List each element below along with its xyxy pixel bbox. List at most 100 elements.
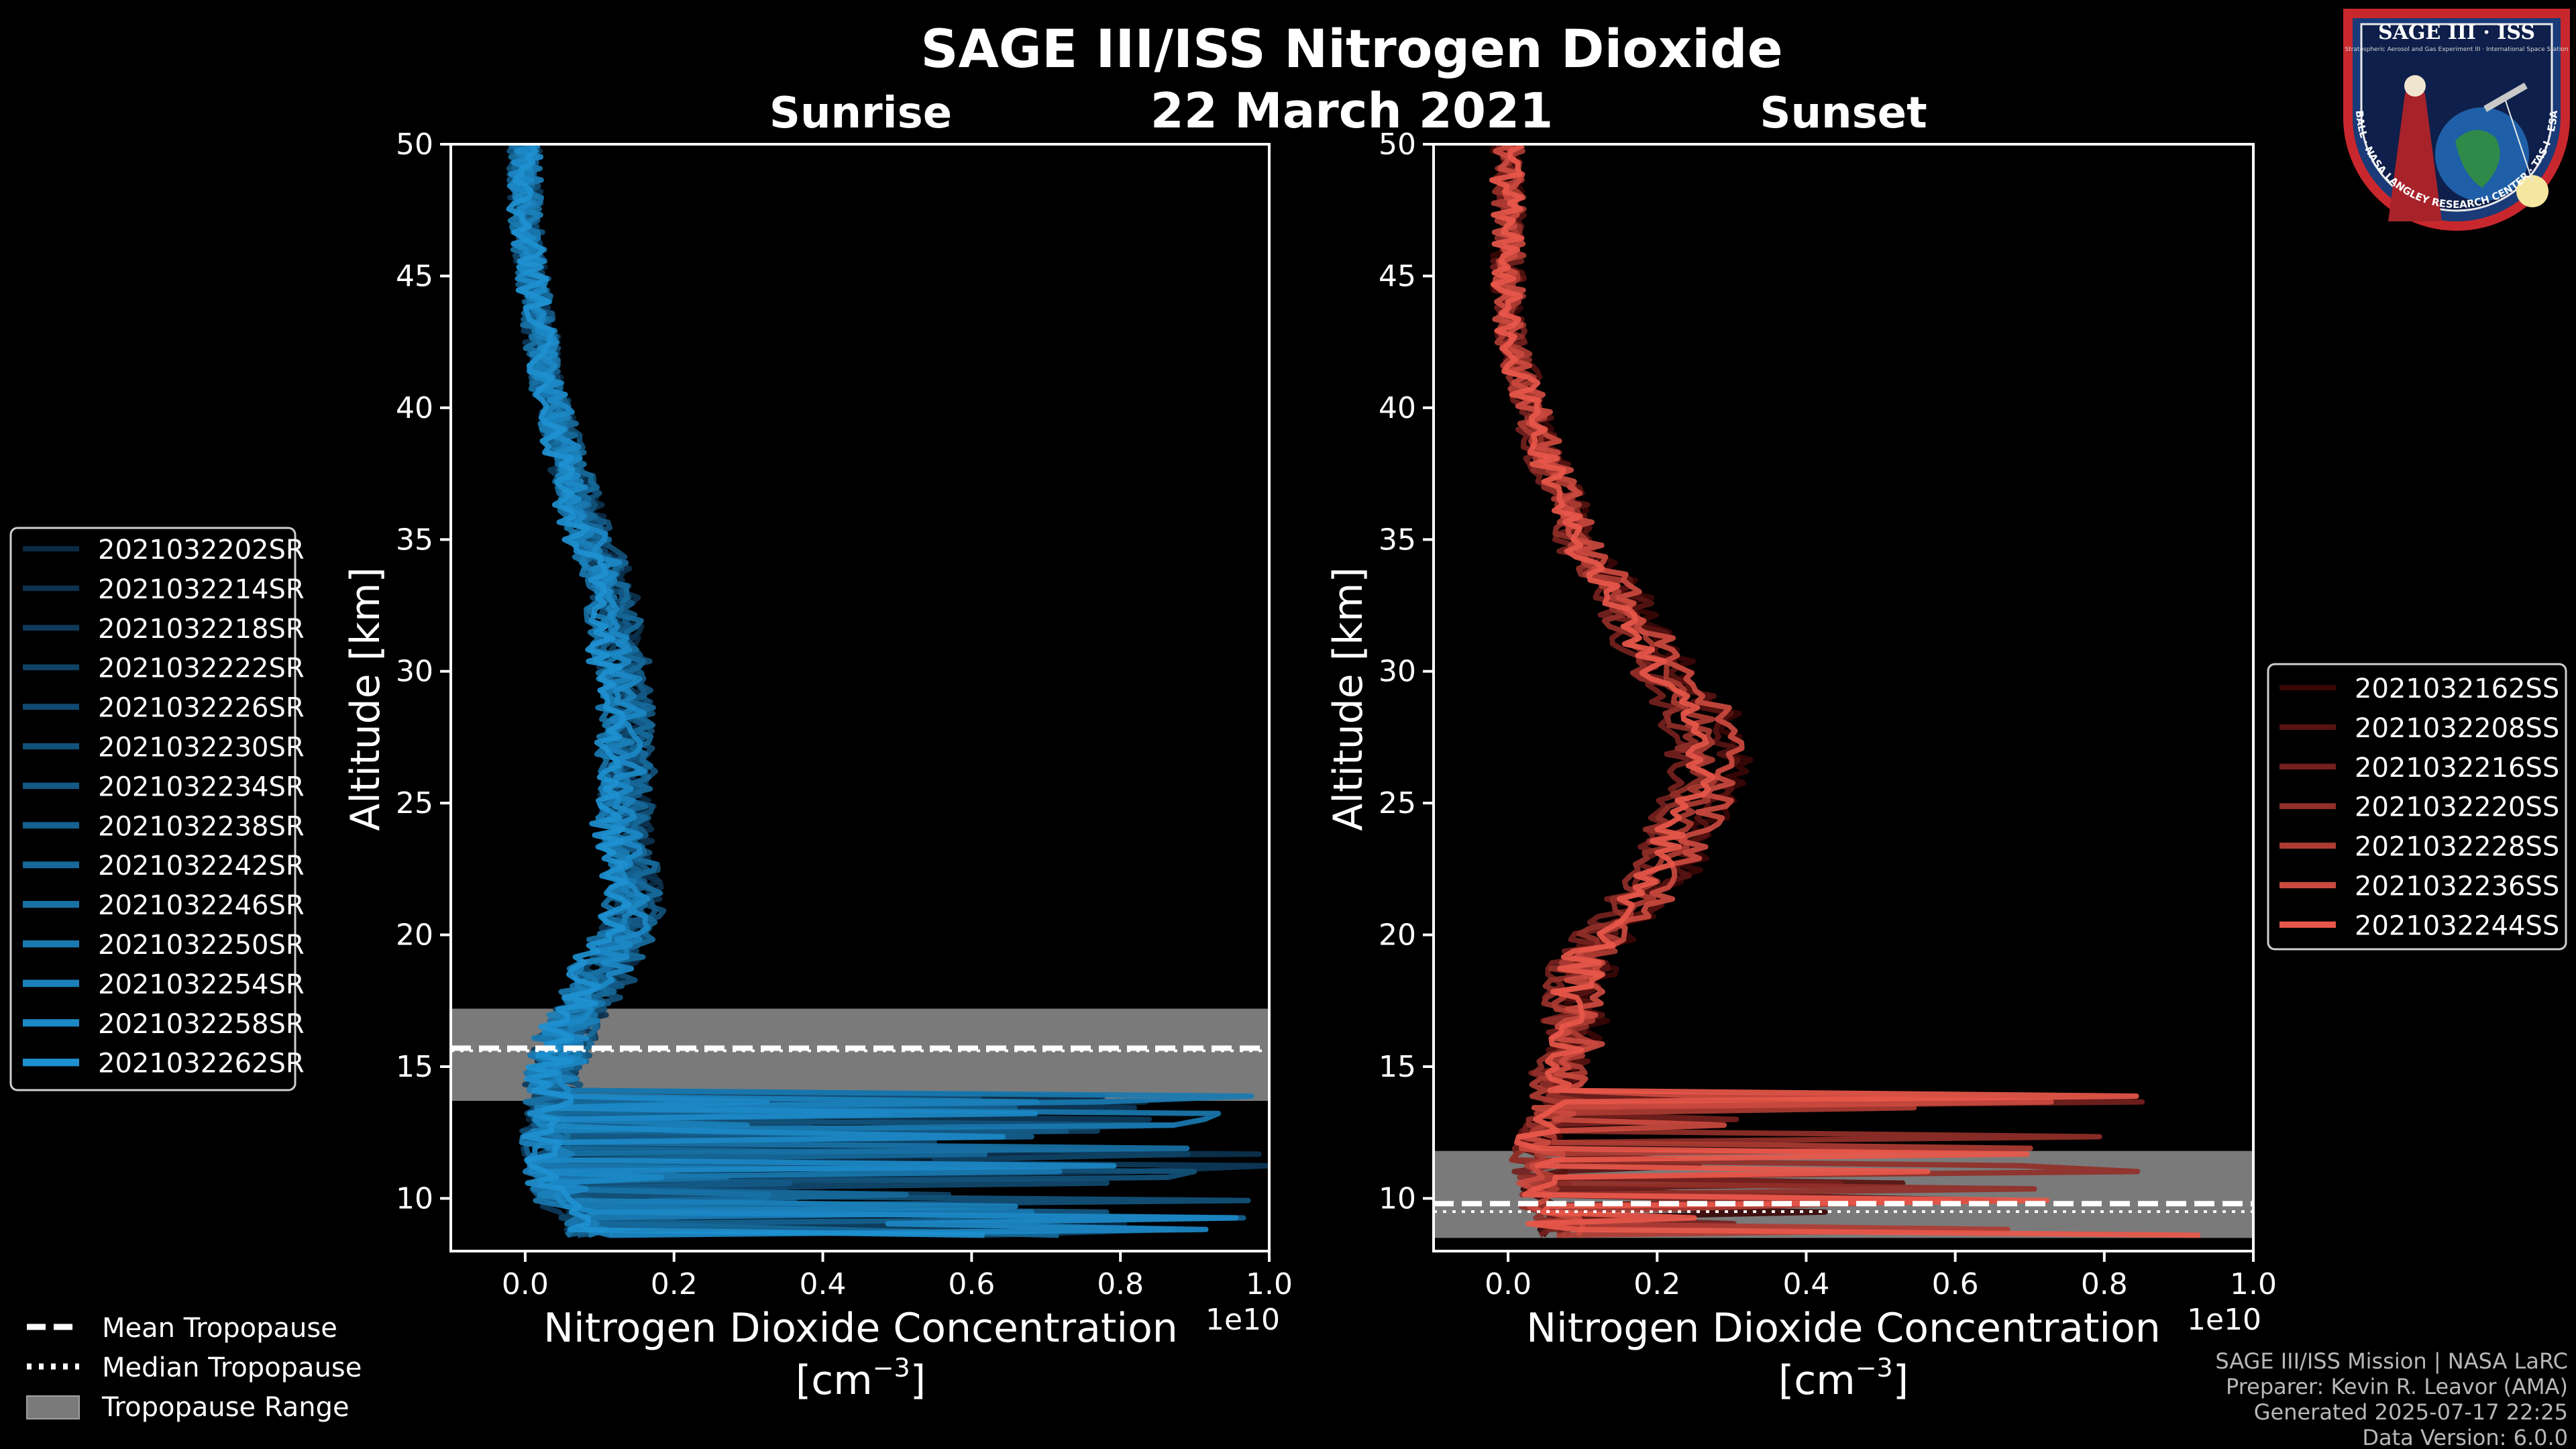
sunrise-x-tick-label: 1.0: [1246, 1267, 1293, 1301]
sunrise-y-tick-label: 25: [396, 786, 433, 820]
sunrise-x-tick-label: 0.6: [948, 1267, 995, 1301]
sunset-legend-label: 2021032162SS: [2355, 674, 2559, 704]
sunset-legend-label: 2021032228SS: [2355, 832, 2559, 863]
sunrise-legend-label: 2021032246SR: [98, 890, 305, 921]
sunset-x-tick-label: 1.0: [2230, 1267, 2277, 1301]
sunrise-legend-label: 2021032218SR: [98, 614, 305, 645]
sunrise-y-tick-label: 50: [396, 127, 433, 162]
tropopause-range-label: Tropopause Range: [101, 1392, 350, 1423]
sunset-legend-label: 2021032236SS: [2355, 871, 2559, 902]
sunrise-legend-label: 2021032238SR: [98, 811, 305, 842]
sunset-y-tick-label: 35: [1379, 523, 1416, 557]
logo-moon-icon: [2516, 175, 2548, 207]
logo-top-text: SAGE III · ISS: [2378, 21, 2535, 44]
sunrise-legend-label: 2021032258SR: [98, 1009, 305, 1040]
sunrise-x-tick-label: 0.4: [800, 1267, 847, 1301]
sunrise-x-tick-label: 0.8: [1097, 1267, 1144, 1301]
sunrise-legend-label: 2021032214SR: [98, 574, 305, 605]
sunrise-legend-label: 2021032234SR: [98, 771, 305, 802]
footer-line4: Data Version: 6.0.0: [2362, 1425, 2568, 1449]
sunrise-y-tick-label: 15: [396, 1050, 433, 1084]
sunset-x-tick-label: 0.4: [1782, 1267, 1829, 1301]
sunset-xlabel-line2: [cm−3]: [1778, 1353, 1909, 1404]
sunrise-legend-label: 2021032254SR: [98, 969, 305, 1000]
sunset-x-tick-label: 0.6: [1932, 1267, 1979, 1301]
figure-title: SAGE III/ISS Nitrogen Dioxide: [920, 19, 1782, 80]
sunrise-y-tick-label: 20: [396, 918, 433, 953]
sunrise-legend-box: [9, 527, 297, 1091]
sunrise-legend-label: 2021032242SR: [98, 851, 305, 881]
logo-continent-icon: [2455, 129, 2500, 188]
tropopause-range-swatch: [26, 1395, 80, 1419]
sunset-legend-label: 2021032244SS: [2355, 910, 2559, 941]
sunset-y-tick-label: 45: [1379, 259, 1416, 293]
sage-iss-logo: SAGE III · ISS Stratospheric Aerosol and…: [2343, 9, 2570, 231]
sunset-legend-label: 2021032220SS: [2355, 792, 2559, 823]
sunrise-legend: 2021032202SR 2021032214SR 2021032218SR 2021…: [9, 527, 305, 1091]
sunrise-y-tick-label: 40: [396, 391, 433, 425]
logo-figure-head-icon: [2404, 75, 2426, 97]
sunset-legend-label: 2021032216SS: [2355, 753, 2559, 784]
logo-iss-icon: [2483, 83, 2528, 112]
sunrise-offset-text: 1e10: [1205, 1303, 1280, 1337]
sunrise-axes-frame: [449, 143, 1271, 1252]
sunrise-xlabel-line1: Nitrogen Dioxide Concentration: [543, 1305, 1178, 1352]
mean-tropopause-label: Mean Tropopause: [102, 1313, 337, 1344]
sunset-legend-box: [2267, 663, 2567, 951]
sunset-profiles: [1489, 144, 2200, 1238]
sunset-y-tick-label: 30: [1379, 655, 1416, 689]
sunset-y-tick-label: 50: [1379, 127, 1416, 162]
sunset-subtitle: Sunset: [1760, 89, 1927, 138]
sunrise-y-tick-label: 45: [396, 259, 433, 293]
median-tropopause-label: Median Tropopause: [102, 1352, 362, 1383]
logo-beam-icon: [2505, 100, 2533, 182]
footer-credits: SAGE III/ISS Mission | NASA LaRC Prepare…: [2215, 1348, 2568, 1449]
sunset-y-ticks: 10 15 20 25 30 35 40 45 50: [1379, 127, 1434, 1216]
footer-line3: Generated 2025-07-17 22:25: [2254, 1399, 2568, 1425]
sunrise-legend-label: 2021032226SR: [98, 693, 305, 724]
sunrise-xlabel-line2: [cm−3]: [796, 1353, 926, 1404]
sunrise-legend-label: 2021032262SR: [98, 1049, 305, 1079]
sunset-offset-text: 1e10: [2187, 1303, 2261, 1337]
sunrise-legend-label: 2021032250SR: [98, 930, 305, 961]
sunrise-legend-label: 2021032202SR: [98, 535, 305, 566]
sunset-y-tick-label: 10: [1379, 1181, 1416, 1216]
sunset-y-tick-label: 25: [1379, 786, 1416, 820]
logo-figure-icon: [2388, 84, 2442, 221]
sunrise-panel: 0.0 0.2 0.4 0.6 0.8 1.0 10 15 20 25 30 35 40 45 50 1e…: [342, 127, 1293, 1404]
figure-date: 22 March 2021: [1150, 83, 1553, 139]
sunset-xlabel-line1: Nitrogen Dioxide Concentration: [1526, 1305, 2161, 1352]
sunrise-ylabel: Altitude [km]: [342, 567, 389, 831]
sunrise-subtitle: Sunrise: [769, 89, 952, 138]
tropopause-legend: Mean Tropopause Median Tropopause Tropop…: [26, 1313, 362, 1423]
sunset-tropopause-lines: [1434, 1201, 2253, 1214]
sunrise-tropopause-lines: [451, 1045, 1269, 1053]
sunset-panel: 0.0 0.2 0.4 0.6 0.8 1.0 10 15 20 25 30 35 40 45 50 1e…: [1325, 127, 2277, 1404]
sunrise-legend-label: 2021032230SR: [98, 733, 305, 763]
sunset-axes-frame: [1432, 143, 2255, 1252]
sunrise-y-tick-label: 35: [396, 523, 433, 557]
sunrise-y-tick-label: 10: [396, 1181, 433, 1216]
sunrise-legend-label: 2021032222SR: [98, 653, 305, 684]
sunset-y-tick-label: 20: [1379, 918, 1416, 953]
sunrise-y-ticks: 10 15 20 25 30 35 40 45 50: [396, 127, 451, 1216]
sunset-x-tick-label: 0.2: [1633, 1267, 1680, 1301]
footer-line1: SAGE III/ISS Mission | NASA LaRC: [2215, 1348, 2568, 1374]
sunset-profile-line: [1489, 144, 2200, 1238]
sunrise-x-tick-label: 0.0: [502, 1267, 549, 1301]
logo-sub-text: Stratospheric Aerosol and Gas Experiment…: [2345, 46, 2568, 53]
sunset-y-tick-label: 40: [1379, 391, 1416, 425]
sunrise-profiles: [506, 144, 1269, 1238]
sunset-legend-label: 2021032208SS: [2355, 713, 2559, 744]
sunset-x-tick-label: 0.0: [1485, 1267, 1532, 1301]
footer-line2: Preparer: Kevin R. Leavor (AMA): [2226, 1374, 2568, 1399]
sunrise-x-ticks: 0.0 0.2 0.4 0.6 0.8 1.0: [502, 1251, 1293, 1301]
sunrise-x-tick-label: 0.2: [651, 1267, 698, 1301]
sunset-x-tick-label: 0.8: [2081, 1267, 2128, 1301]
sunrise-profile-line: [506, 144, 985, 1238]
sunrise-y-tick-label: 30: [396, 655, 433, 689]
sunset-y-tick-label: 15: [1379, 1050, 1416, 1084]
sunset-ylabel: Altitude [km]: [1325, 567, 1372, 831]
sunset-x-ticks: 0.0 0.2 0.4 0.6 0.8 1.0: [1485, 1251, 2277, 1301]
